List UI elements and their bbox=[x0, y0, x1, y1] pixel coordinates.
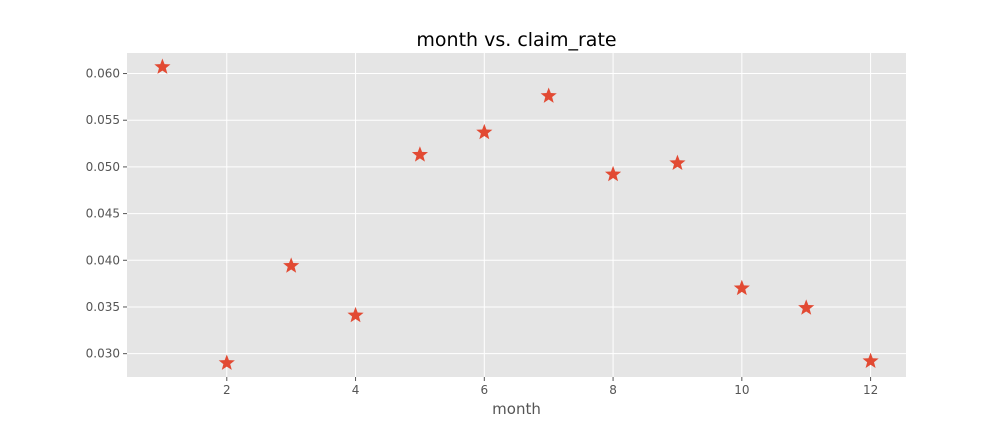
x-tick-label: 4 bbox=[352, 383, 360, 397]
data-point-star bbox=[862, 352, 879, 368]
data-point-star bbox=[476, 123, 493, 140]
y-tick-label: 0.055 bbox=[86, 113, 120, 127]
data-point-star bbox=[733, 279, 750, 296]
x-tick-label: 8 bbox=[609, 383, 617, 397]
y-tick-label: 0.030 bbox=[86, 347, 120, 361]
data-point-star bbox=[154, 58, 171, 74]
plot-background bbox=[127, 53, 906, 377]
data-point-star bbox=[283, 257, 300, 273]
y-tick-label: 0.050 bbox=[86, 160, 120, 174]
data-point-star bbox=[411, 146, 429, 162]
y-tick-label: 0.060 bbox=[86, 67, 120, 81]
data-point-star bbox=[669, 154, 686, 171]
data-point-star bbox=[540, 87, 557, 103]
grid bbox=[127, 53, 906, 377]
y-tick-label: 0.035 bbox=[86, 300, 120, 314]
data-points bbox=[154, 58, 879, 370]
x-axis-label: month bbox=[492, 400, 541, 418]
y-tick-labels: 0.030 0.035 0.040 0.045 0.050 0.055 0.060 bbox=[86, 67, 127, 361]
data-point-star bbox=[218, 354, 235, 370]
x-tick-label: 10 bbox=[734, 383, 749, 397]
x-tick-label: 6 bbox=[480, 383, 488, 397]
x-tick-labels: 2 4 6 8 10 12 bbox=[223, 377, 878, 397]
y-tick-label: 0.045 bbox=[86, 207, 120, 221]
x-tick-label: 2 bbox=[223, 383, 231, 397]
x-tick-label: 12 bbox=[863, 383, 878, 397]
data-point-star bbox=[347, 306, 364, 323]
y-tick-label: 0.040 bbox=[86, 253, 120, 267]
chart-title: month vs. claim_rate bbox=[416, 29, 616, 51]
data-point-star bbox=[604, 165, 622, 182]
data-point-star bbox=[798, 299, 815, 315]
